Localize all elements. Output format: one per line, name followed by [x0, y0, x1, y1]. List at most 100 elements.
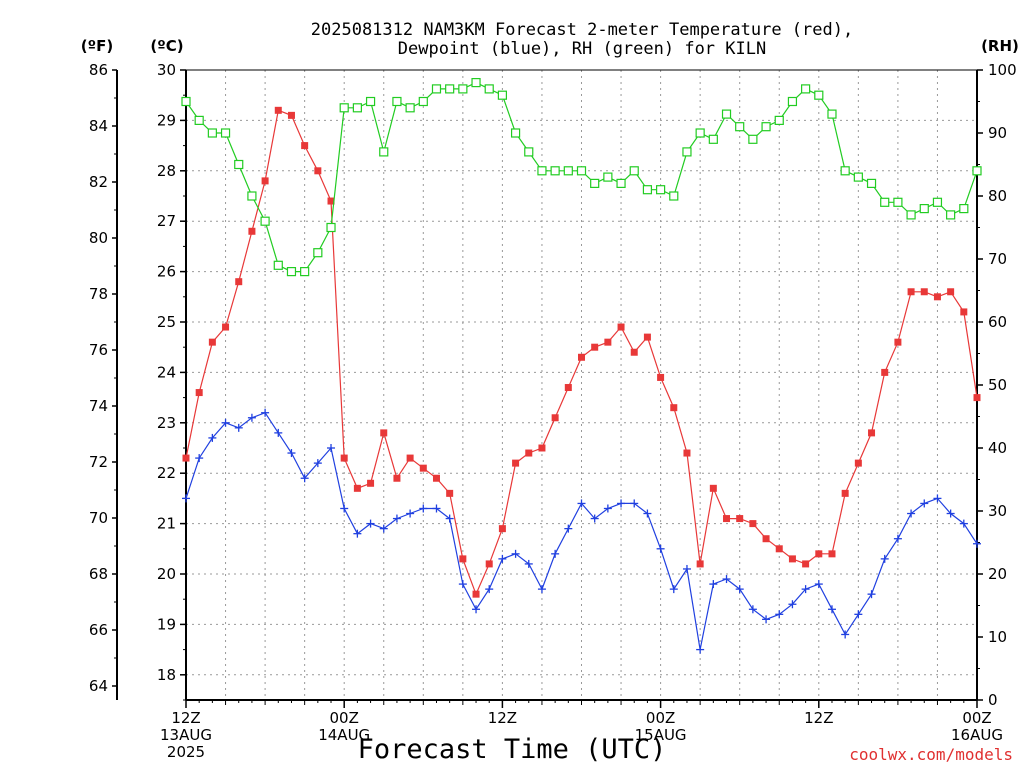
- 2-meter-temperature-point: [327, 197, 335, 205]
- dewpoint-point: [485, 585, 494, 594]
- rh-point: [194, 115, 204, 126]
- 2-meter-temperature-point: [512, 459, 520, 467]
- 2-meter-temperature-point: [564, 384, 572, 392]
- dewpoint-point: [735, 585, 744, 594]
- 2-meter-temperature-point: [208, 338, 216, 346]
- dewpoint-point: [827, 605, 836, 614]
- dewpoint-point: [182, 494, 190, 503]
- celsius-tick-label: 30: [157, 61, 176, 79]
- rh-point: [458, 84, 468, 94]
- dewpoint-point: [366, 519, 375, 528]
- 2-meter-temperature-point: [525, 449, 533, 457]
- 2-meter-temperature-point: [195, 389, 203, 397]
- dewpoint-point: [221, 418, 230, 427]
- rh-point: [972, 166, 982, 176]
- rh-point: [814, 90, 824, 100]
- rh-point: [220, 128, 231, 138]
- rh-point: [946, 210, 956, 220]
- time-tick-label: 00Z: [962, 709, 991, 727]
- dewpoint-point: [814, 580, 823, 589]
- dewpoint-point: [854, 610, 863, 619]
- 2-meter-temperature-point: [367, 479, 375, 487]
- dewpoint-point: [748, 605, 757, 614]
- 2-meter-temperature-point: [578, 353, 585, 361]
- 2-meter-temperature-point: [340, 454, 348, 462]
- rh-point: [787, 96, 798, 107]
- rh-point: [682, 147, 692, 157]
- rh-tick-label: 70: [988, 250, 1007, 268]
- dewpoint-point: [353, 529, 362, 538]
- rh-point: [431, 84, 442, 94]
- dewpoint-point: [933, 494, 942, 503]
- celsius-tick-label: 22: [157, 464, 176, 482]
- celsius-tick-label: 25: [157, 313, 176, 331]
- 2-meter-temperature-point: [736, 515, 744, 523]
- fahrenheit-tick-label: 68: [89, 565, 108, 583]
- rh-point: [880, 197, 890, 207]
- rh-point: [379, 147, 389, 157]
- celsius-tick-label: 29: [157, 111, 176, 129]
- rh-point: [234, 159, 244, 170]
- 2-meter-temperature-point: [854, 459, 862, 467]
- rh-point: [510, 128, 521, 138]
- credit-text: coolwx.com/models: [849, 745, 1013, 764]
- 2-meter-temperature-point: [683, 449, 691, 457]
- rh-point: [655, 185, 666, 195]
- 2-meter-temperature-point: [617, 323, 625, 331]
- rh-point: [932, 197, 943, 207]
- rh-point: [524, 147, 534, 157]
- dewpoint-point: [392, 514, 401, 523]
- rh-point: [392, 96, 402, 107]
- rh-point: [616, 178, 626, 188]
- 2-meter-temperature-point: [868, 429, 876, 437]
- rh-point: [497, 90, 507, 100]
- 2-meter-temperature-point: [920, 288, 928, 296]
- chart-title-line1: 2025081312 NAM3KM Forecast 2-meter Tempe…: [311, 20, 853, 40]
- dewpoint-point: [801, 585, 810, 594]
- dewpoint-point: [551, 549, 560, 558]
- time-tick-label: 00Z: [646, 709, 675, 727]
- time-tick-label: 00Z: [330, 709, 359, 727]
- rh-point: [669, 191, 679, 201]
- rh-point: [339, 103, 349, 113]
- 2-meter-temperature-point: [775, 545, 783, 553]
- 2-meter-temperature-point: [947, 288, 955, 296]
- celsius-tick-label: 18: [157, 666, 176, 684]
- dewpoint-point: [788, 600, 797, 609]
- 2-meter-temperature-point: [973, 394, 981, 402]
- 2-meter-temperature-point: [287, 111, 295, 119]
- dewpoint-point: [630, 499, 639, 508]
- 2-meter-temperature-point: [274, 106, 282, 114]
- 2-meter-temperature-point: [419, 464, 427, 472]
- rh-point: [576, 166, 587, 176]
- dewpoint-point: [643, 509, 652, 518]
- rh-tick-label: 50: [988, 376, 1007, 394]
- time-tick-label: 12Z: [804, 709, 833, 727]
- celsius-tick-label: 28: [157, 162, 176, 180]
- rh-point: [550, 166, 560, 176]
- rh-point: [906, 210, 916, 220]
- dewpoint-point: [406, 509, 415, 518]
- dewpoint-point: [313, 459, 322, 468]
- dewpoint-point: [524, 559, 533, 568]
- dewpoint-point: [208, 433, 217, 442]
- dewpoint-point: [261, 408, 270, 417]
- rh-point: [748, 134, 758, 144]
- celsius-tick-label: 19: [157, 615, 176, 633]
- dewpoint-point: [709, 580, 718, 589]
- time-tick-label: 13AUG: [160, 726, 212, 744]
- x-axis-label: Forecast Time (UTC): [358, 734, 667, 765]
- rh-point: [840, 166, 850, 176]
- time-tick-label: 2025: [167, 743, 205, 761]
- dewpoint-point: [379, 524, 388, 533]
- rh-point: [365, 96, 376, 107]
- dewpoint-point: [907, 509, 916, 518]
- fahrenheit-tick-label: 86: [89, 61, 108, 79]
- rh-point: [445, 84, 455, 94]
- 2-meter-temperature-point: [485, 560, 493, 568]
- grid-lines: [186, 70, 977, 700]
- rh-point: [484, 84, 494, 94]
- 2-meter-temperature-point: [446, 489, 454, 497]
- 2-meter-temperature-point: [182, 454, 190, 462]
